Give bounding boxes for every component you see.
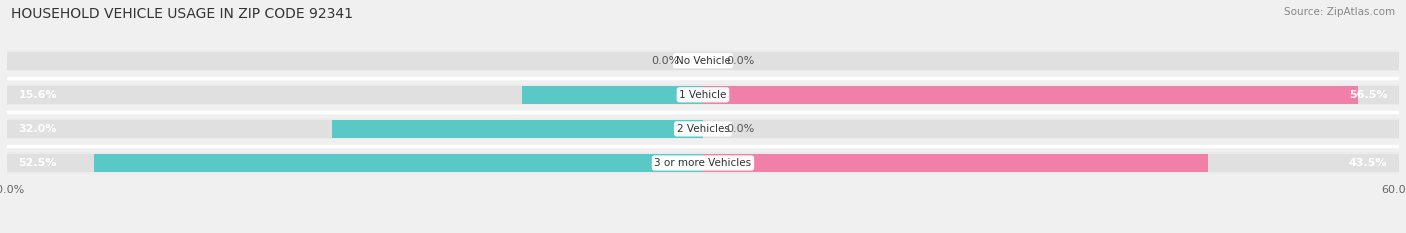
Bar [7,52,703,70]
Bar [7,120,703,138]
Text: HOUSEHOLD VEHICLE USAGE IN ZIP CODE 92341: HOUSEHOLD VEHICLE USAGE IN ZIP CODE 9234… [11,7,353,21]
Bar [7,84,1399,105]
Bar [522,86,703,104]
Bar [332,120,703,138]
Bar [703,154,1399,172]
Bar [7,118,1399,140]
Bar [703,154,1208,172]
Text: 15.6%: 15.6% [18,90,58,100]
Text: 0.0%: 0.0% [725,56,755,66]
Text: Source: ZipAtlas.com: Source: ZipAtlas.com [1284,7,1395,17]
Text: 0.0%: 0.0% [651,56,681,66]
Bar [7,50,1399,71]
Bar [703,120,1399,138]
Bar [7,86,703,104]
Bar [703,86,1399,104]
Text: 52.5%: 52.5% [18,158,58,168]
Text: 3 or more Vehicles: 3 or more Vehicles [654,158,752,168]
Text: 2 Vehicles: 2 Vehicles [676,124,730,134]
Legend: Owner-occupied, Renter-occupied: Owner-occupied, Renter-occupied [588,230,818,233]
Bar [7,152,1399,174]
Text: No Vehicle: No Vehicle [675,56,731,66]
Bar [7,154,703,172]
Text: 56.5%: 56.5% [1348,90,1388,100]
Text: 1 Vehicle: 1 Vehicle [679,90,727,100]
Text: 0.0%: 0.0% [725,124,755,134]
Bar [94,154,703,172]
Text: 32.0%: 32.0% [18,124,58,134]
Bar [703,52,1399,70]
Bar [703,86,1358,104]
Text: 43.5%: 43.5% [1348,158,1388,168]
